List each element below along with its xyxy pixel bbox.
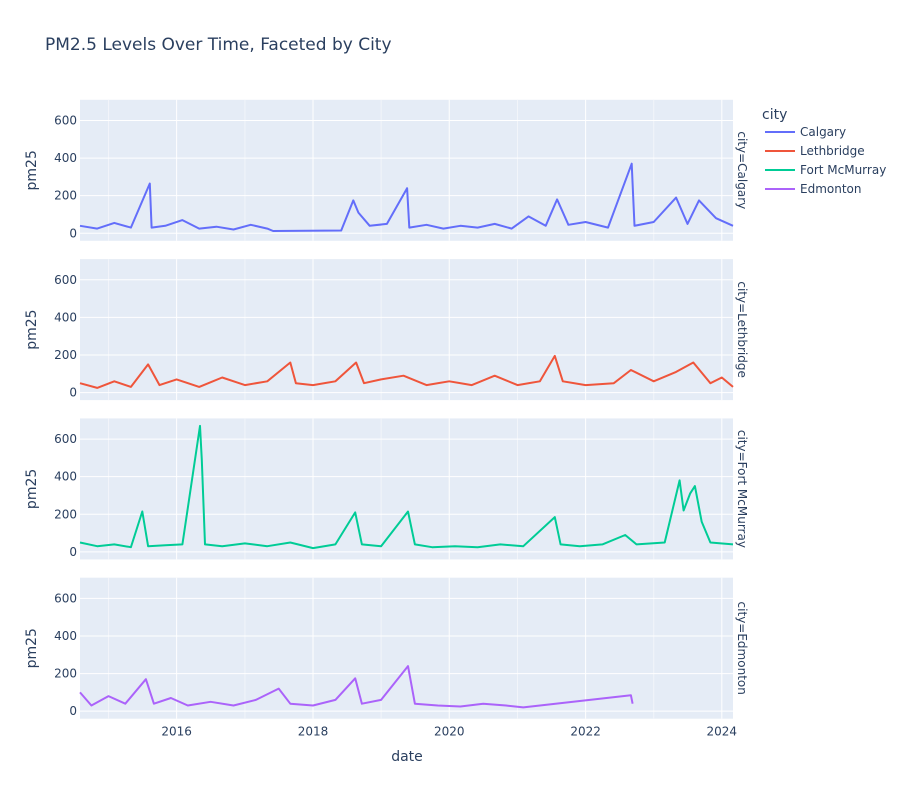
- facet-panel: 0 200 400 600 pm25 city=Lethbridge: [24, 259, 749, 401]
- x-tick-label: 2024: [707, 725, 738, 739]
- y-axis-title: pm25: [24, 150, 40, 190]
- legend-item[interactable]: Fort McMurray: [765, 163, 886, 177]
- legend-label: Lethbridge: [800, 144, 865, 158]
- y-tick-label: 0: [69, 545, 77, 559]
- facet-panel: 0 200 400 600 pm25 city=Fort McMurray: [24, 418, 749, 560]
- y-tick-label: 600: [54, 113, 77, 127]
- series-line[interactable]: [79, 665, 634, 709]
- legend-label: Fort McMurray: [800, 163, 886, 177]
- legend-title: city: [762, 107, 787, 123]
- series-line[interactable]: [79, 162, 734, 232]
- y-axis-title: pm25: [24, 628, 40, 668]
- y-tick-label: 600: [54, 432, 77, 446]
- legend-item[interactable]: Calgary: [765, 125, 846, 139]
- y-tick-label: 400: [54, 151, 77, 165]
- facet-panel: 0 200 400 600 pm25 city=Edmonton 2016 2018 2020 2…: [24, 577, 749, 739]
- y-tick-label: 400: [54, 470, 77, 484]
- y-tick-label: 400: [54, 629, 77, 643]
- chart-title: PM2.5 Levels Over Time, Faceted by City: [45, 35, 392, 55]
- facet-label: city=Calgary: [735, 131, 749, 209]
- y-tick-label: 0: [69, 226, 77, 240]
- y-tick-label: 200: [54, 667, 77, 681]
- facet-label: city=Lethbridge: [735, 281, 749, 377]
- y-tick-label: 0: [69, 704, 77, 718]
- y-tick-label: 200: [54, 507, 77, 521]
- y-tick-label: 600: [54, 273, 77, 287]
- y-axis-title: pm25: [24, 309, 40, 349]
- legend-item[interactable]: Lethbridge: [765, 144, 865, 158]
- y-tick-label: 600: [54, 591, 77, 605]
- y-tick-label: 200: [54, 348, 77, 362]
- facet-panel: 0 200 400 600 pm25 city=Calgary: [24, 99, 749, 241]
- facet-label: city=Edmonton: [735, 602, 749, 695]
- plot-background: [80, 99, 733, 241]
- legend[interactable]: city Calgary Lethbridge Fort McMurray Edmon…: [762, 107, 886, 196]
- x-tick-label: 2018: [298, 725, 329, 739]
- series-line[interactable]: [79, 354, 734, 389]
- series-line[interactable]: [79, 424, 734, 550]
- y-tick-label: 0: [69, 386, 77, 400]
- facet-label: city=Fort McMurray: [735, 430, 749, 548]
- legend-item[interactable]: Edmonton: [765, 182, 862, 196]
- x-tick-label: 2016: [161, 725, 192, 739]
- y-tick-label: 200: [54, 189, 77, 203]
- legend-label: Edmonton: [800, 182, 862, 196]
- x-tick-label: 2022: [570, 725, 601, 739]
- legend-label: Calgary: [800, 125, 846, 139]
- y-axis-title: pm25: [24, 469, 40, 509]
- facet-panels: 0 200 400 600 pm25 city=Calgary 0 200 400 600 pm25…: [24, 99, 749, 739]
- x-axis-title: date: [391, 749, 423, 765]
- y-tick-label: 400: [54, 310, 77, 324]
- x-tick-label: 2020: [434, 725, 465, 739]
